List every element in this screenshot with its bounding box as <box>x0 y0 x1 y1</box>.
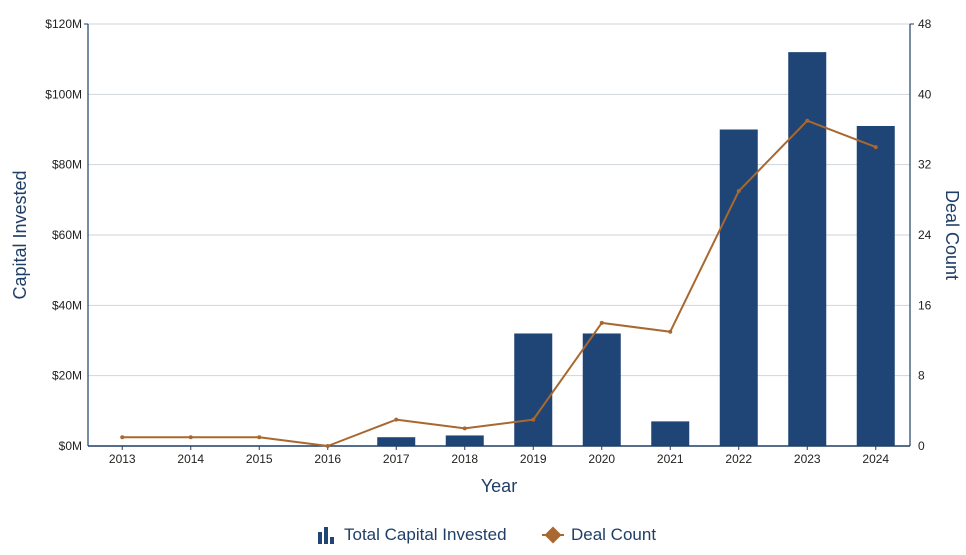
y2-tick-label: 8 <box>918 369 925 383</box>
y-tick-label: $120M <box>45 17 82 31</box>
line-point <box>599 320 604 325</box>
x-tick-label: 2021 <box>657 452 684 466</box>
line-point <box>120 435 125 440</box>
y2-tick-label: 40 <box>918 87 932 101</box>
line-point <box>668 329 673 334</box>
bar <box>445 435 484 446</box>
tick-labels: $0M $20M $40M $60M $80M $100M $120M 0 8 16 24 32 40 4… <box>45 17 931 466</box>
legend-label-deals: Deal Count <box>571 525 656 544</box>
bar <box>377 437 416 446</box>
y2-axis-title: Deal Count <box>942 190 962 280</box>
y-tick-label: $20M <box>52 369 82 383</box>
x-tick-label: 2013 <box>109 452 136 466</box>
legend-bar-icon <box>330 537 334 544</box>
y-tick-label: $0M <box>59 439 82 453</box>
capital-bars <box>377 52 895 447</box>
gridlines <box>88 23 910 377</box>
line-point <box>394 417 399 422</box>
bar <box>856 125 895 446</box>
line-point <box>531 417 536 422</box>
y-tick-label: $80M <box>52 158 82 172</box>
x-tick-label: 2016 <box>314 452 341 466</box>
line-point <box>462 426 467 431</box>
deal-count-line <box>120 118 878 448</box>
y-tick-label: $100M <box>45 87 82 101</box>
legend-bar-icon <box>324 527 328 544</box>
legend: Total Capital Invested Deal Count <box>318 525 656 544</box>
x-axis-title: Year <box>481 476 517 496</box>
x-tick-label: 2019 <box>520 452 547 466</box>
bar <box>651 421 690 446</box>
bar <box>514 333 553 446</box>
y-tick-label: $40M <box>52 298 82 312</box>
x-tick-label: 2022 <box>725 452 752 466</box>
x-tick-label: 2023 <box>794 452 821 466</box>
x-tick-label: 2024 <box>862 452 889 466</box>
line-point <box>325 444 330 448</box>
y2-tick-label: 32 <box>918 158 932 172</box>
y-tick-label: $60M <box>52 228 82 242</box>
y2-tick-label: 24 <box>918 228 932 242</box>
line-point <box>805 118 810 123</box>
legend-diamond-icon <box>544 526 562 544</box>
bar <box>582 333 621 446</box>
legend-bar-icon <box>318 532 322 544</box>
x-tick-label: 2018 <box>451 452 478 466</box>
line-point <box>736 189 741 194</box>
bar <box>719 129 758 446</box>
legend-item-capital[interactable]: Total Capital Invested <box>318 525 507 544</box>
x-tick-label: 2020 <box>588 452 615 466</box>
y2-tick-label: 48 <box>918 17 932 31</box>
x-tick-label: 2017 <box>383 452 410 466</box>
x-tick-label: 2015 <box>246 452 273 466</box>
legend-item-deals[interactable]: Deal Count <box>542 525 656 544</box>
line-point <box>188 435 193 440</box>
bar <box>788 52 827 447</box>
y2-tick-label: 0 <box>918 439 925 453</box>
series-line <box>122 119 877 447</box>
axes <box>84 23 914 450</box>
y2-tick-label: 16 <box>918 298 932 312</box>
legend-label-capital: Total Capital Invested <box>344 525 507 544</box>
line-point <box>873 145 878 150</box>
line-point <box>257 435 262 440</box>
x-tick-label: 2014 <box>177 452 204 466</box>
y-axis-title: Capital Invested <box>10 170 30 299</box>
